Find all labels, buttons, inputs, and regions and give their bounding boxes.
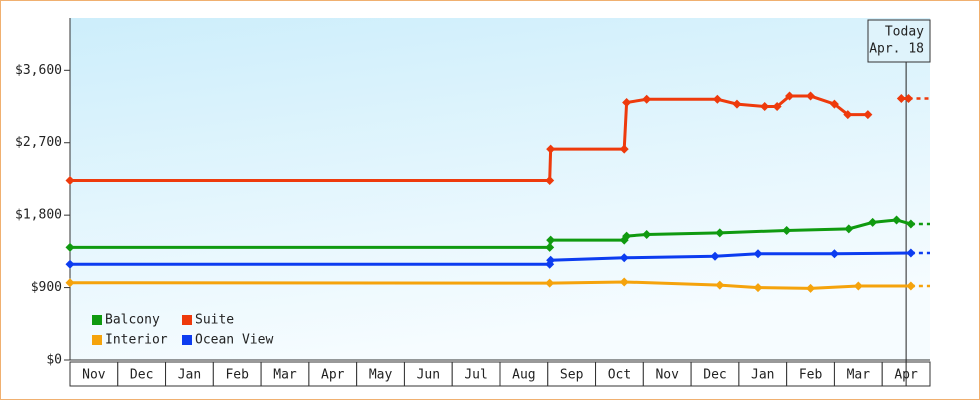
legend-label: Balcony (105, 313, 160, 328)
point (619, 277, 629, 287)
point (904, 93, 913, 103)
month-cell (403, 361, 453, 387)
series-line (69, 280, 911, 290)
point (642, 94, 652, 104)
legend-label: Ocean View (195, 333, 273, 348)
y-tick-label: $2,700 (15, 135, 62, 150)
point (619, 144, 629, 154)
point (760, 102, 770, 112)
point (65, 278, 75, 288)
point (892, 215, 902, 225)
point (642, 229, 652, 239)
point (829, 249, 839, 259)
x-tick-label: Dec (703, 368, 726, 383)
point (545, 242, 555, 252)
today-label: Apr. 18 (869, 42, 924, 57)
point (619, 253, 629, 263)
month-cell (642, 361, 692, 387)
x-tick-label: Apr (321, 368, 345, 383)
x-tick-label: Jun (417, 368, 440, 383)
x-tick-label: Nov (655, 368, 679, 383)
point (772, 102, 782, 112)
point (906, 281, 916, 291)
point (906, 219, 916, 229)
point (715, 228, 725, 238)
point (65, 242, 75, 252)
point (546, 235, 556, 245)
point (546, 144, 556, 154)
point (806, 283, 816, 293)
point (622, 231, 632, 241)
month-cell (499, 361, 549, 387)
legend-swatch (92, 335, 102, 345)
x-tick-label: Jul (464, 368, 487, 383)
month-cell (165, 361, 214, 387)
point (844, 224, 854, 234)
point (753, 283, 763, 293)
point (906, 248, 916, 258)
x-tick-label: Feb (225, 368, 249, 383)
point (753, 249, 763, 259)
month-cell (738, 361, 788, 387)
x-tick-label: Jan (178, 368, 201, 383)
point (622, 97, 632, 107)
legend-label: Suite (195, 313, 234, 328)
point (829, 99, 839, 109)
month-cell (595, 361, 644, 387)
x-tick-label: Aug (512, 368, 535, 383)
x-tick-label: Sep (560, 368, 584, 383)
point (732, 99, 742, 109)
y-tick-label: $1,800 (15, 208, 62, 223)
point (710, 251, 720, 261)
month-cell (786, 361, 835, 387)
point (65, 176, 75, 186)
plot-area (70, 18, 930, 360)
x-tick-label: Dec (130, 368, 153, 383)
today-label: Today (885, 25, 924, 40)
x-tick-label: Oct (608, 368, 631, 383)
today-box (867, 19, 931, 63)
point (843, 110, 853, 120)
month-cell (117, 361, 167, 387)
legend-swatch (92, 315, 102, 325)
point (868, 217, 878, 227)
x-tick-label: Mar (847, 368, 871, 383)
legend-label: Interior (105, 333, 168, 348)
point (715, 280, 725, 290)
point (65, 259, 75, 269)
x-tick-label: May (369, 368, 393, 383)
point (782, 225, 792, 235)
x-tick-label: Nov (82, 368, 106, 383)
month-cell (212, 361, 262, 387)
legend-swatch (182, 315, 192, 325)
x-tick-label: Feb (799, 368, 823, 383)
point (546, 255, 556, 265)
legend-swatch (182, 335, 192, 345)
month-cell (260, 361, 310, 387)
point (806, 91, 816, 101)
point (545, 176, 555, 186)
point (712, 94, 722, 104)
point (863, 110, 873, 120)
y-tick-label: $900 (31, 280, 62, 295)
y-tick-label: $0 (46, 353, 62, 368)
month-cell (69, 361, 119, 387)
y-tick-label: $3,600 (15, 63, 62, 78)
point (545, 278, 555, 288)
x-tick-label: Mar (273, 368, 297, 383)
point (785, 91, 795, 101)
point (896, 93, 906, 103)
point (853, 281, 863, 291)
x-tick-label: Jan (751, 368, 774, 383)
